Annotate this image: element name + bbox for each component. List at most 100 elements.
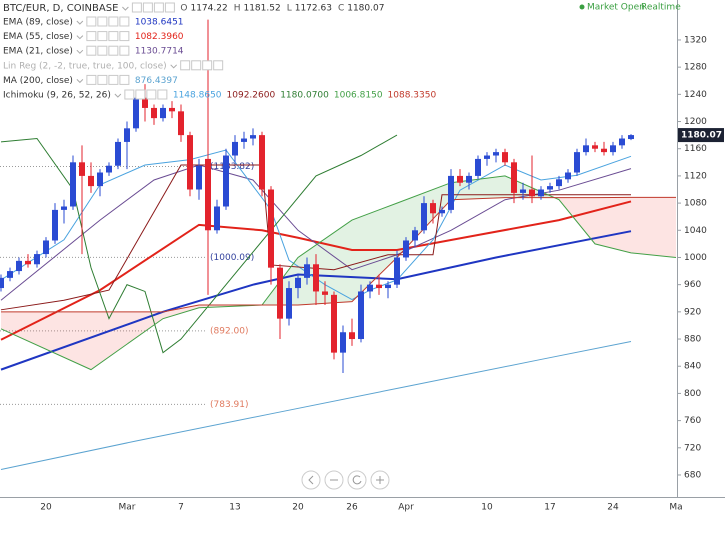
legend-icon[interactable]: [157, 89, 168, 100]
cloud-segment: [1, 311, 91, 370]
reset-button[interactable]: [347, 470, 367, 490]
menu-caret[interactable]: [170, 64, 178, 69]
legend-icon[interactable]: [146, 89, 157, 100]
cloud-segment: [298, 220, 352, 306]
y-tick-label: 1320: [684, 35, 707, 45]
candle-body: [466, 175, 472, 183]
y-tick-label: 720: [684, 443, 701, 453]
candle-body: [592, 145, 598, 149]
y-tick-label: 880: [684, 335, 701, 345]
candle-body: [322, 291, 328, 295]
legend-icon[interactable]: [142, 2, 153, 13]
candle-body: [304, 264, 310, 278]
quote-value: 1172.63: [295, 4, 332, 14]
candle-body: [223, 155, 229, 207]
menu-caret[interactable]: [122, 6, 129, 11]
x-tick-label: Mar: [119, 503, 136, 513]
legend-icon[interactable]: [86, 31, 97, 42]
x-tick-label: 17: [544, 503, 555, 513]
cloud-segment: [163, 305, 199, 319]
candle-body: [511, 162, 517, 193]
menu-caret[interactable]: [76, 20, 84, 25]
candle-body: [205, 158, 211, 231]
legend-icon[interactable]: [124, 89, 135, 100]
candle-body: [349, 332, 355, 340]
candle-body: [358, 291, 364, 340]
quote-value: 1181.52: [243, 4, 280, 14]
x-tick-label: 13: [229, 503, 240, 513]
legend-icon[interactable]: [164, 2, 175, 13]
candle-body: [0, 277, 4, 289]
legend-icon[interactable]: [97, 16, 108, 27]
candle-body: [331, 294, 337, 353]
legend-icon[interactable]: [153, 2, 164, 13]
scroll-left-icon: [308, 475, 314, 485]
candle-body: [394, 257, 400, 285]
y-tick-label: 840: [684, 362, 701, 372]
legend-icon[interactable]: [213, 60, 224, 71]
legend-icon[interactable]: [119, 45, 130, 56]
reset-icon: [352, 475, 362, 485]
indicator-name: EMA (89, close): [3, 18, 73, 28]
candle-body: [295, 277, 301, 289]
legend-icon[interactable]: [119, 74, 130, 85]
candle-body: [259, 135, 265, 190]
menu-caret[interactable]: [76, 49, 84, 54]
indicator-line: [0, 200, 632, 341]
legend-icon[interactable]: [86, 16, 97, 27]
candle-body: [583, 145, 589, 153]
menu-caret[interactable]: [76, 35, 84, 40]
candle-body: [502, 152, 508, 163]
menu-caret[interactable]: [114, 93, 122, 98]
feed-status: Realtime: [641, 3, 681, 13]
level-label: (1133.82): [210, 162, 254, 172]
candle-body: [34, 254, 40, 265]
legend-icon[interactable]: [119, 31, 130, 42]
level-label: (892.00): [210, 326, 249, 336]
y-tick-label: 760: [684, 416, 701, 426]
legend-icon[interactable]: [135, 89, 146, 100]
legend-icon[interactable]: [86, 45, 97, 56]
y-tick-label: 1040: [684, 226, 707, 236]
market-status: Market Open: [587, 3, 645, 13]
menu-caret[interactable]: [76, 79, 84, 84]
candle-body: [25, 260, 31, 265]
legend-icon[interactable]: [202, 60, 213, 71]
candle-body: [340, 332, 346, 353]
y-tick-label: 1200: [684, 117, 707, 127]
chart-title: BTC/EUR, D, COINBASE: [3, 3, 118, 14]
legend-icon[interactable]: [108, 45, 119, 56]
legend-icon[interactable]: [180, 60, 191, 71]
cloud-segment: [91, 311, 163, 370]
legend-icon[interactable]: [108, 31, 119, 42]
legend-icon[interactable]: [131, 2, 142, 13]
candle-body: [430, 203, 436, 214]
candle-body: [610, 145, 616, 153]
legend-icon[interactable]: [108, 74, 119, 85]
legend-icon[interactable]: [97, 74, 108, 85]
candle-body: [196, 165, 202, 190]
legend-icon[interactable]: [97, 45, 108, 56]
candle-body: [520, 189, 526, 193]
cloud-segment: [595, 197, 631, 253]
indicator-name: EMA (21, close): [3, 47, 73, 57]
candle-body: [475, 158, 481, 176]
candle-body: [142, 97, 148, 108]
candle-body: [403, 240, 409, 258]
status-dot: [579, 4, 585, 10]
candle-body: [367, 284, 373, 292]
indicator-value: 876.4397: [135, 76, 178, 86]
candle-body: [250, 135, 256, 139]
legend-icon[interactable]: [119, 16, 130, 27]
legend-icon[interactable]: [97, 31, 108, 42]
candle-body: [313, 264, 319, 292]
candle-body: [619, 138, 625, 146]
legend-icon[interactable]: [191, 60, 202, 71]
legend-icon[interactable]: [86, 74, 97, 85]
candle-body: [151, 107, 157, 119]
legend-icon[interactable]: [108, 16, 119, 27]
candle-body: [79, 162, 85, 176]
quote-label: C: [338, 4, 344, 14]
indicator-value: 1180.0700: [280, 91, 329, 101]
scroll-left-button[interactable]: [301, 470, 321, 490]
